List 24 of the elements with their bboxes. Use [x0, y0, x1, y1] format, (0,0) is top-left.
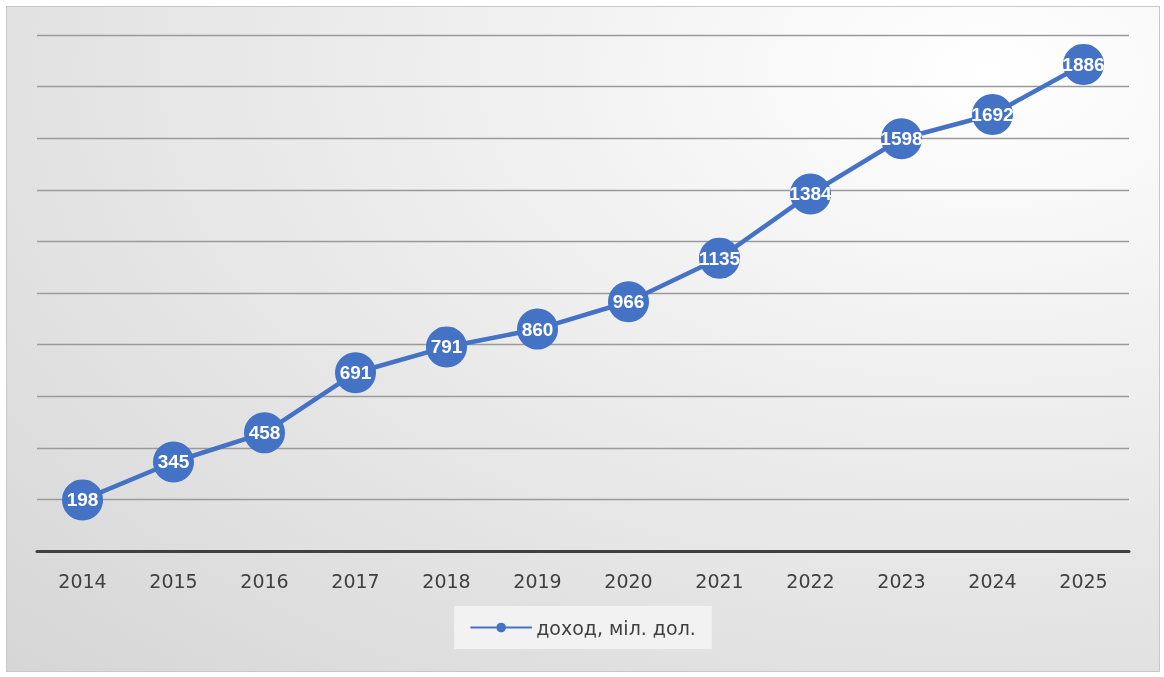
x-tick-label: 2024	[968, 569, 1017, 592]
data-label: 458	[248, 422, 281, 444]
x-tick-label: 2015	[149, 569, 198, 592]
data-label: 198	[66, 489, 99, 511]
data-label: 345	[157, 451, 190, 473]
x-tick-label: 2023	[877, 569, 926, 592]
x-tick-label: 2017	[331, 569, 380, 592]
x-tick-label: 2022	[786, 569, 835, 592]
x-tick-label: 2025	[1059, 569, 1108, 592]
x-tick-label: 2020	[604, 569, 653, 592]
data-label: 966	[612, 291, 645, 313]
x-tick-label: 2019	[513, 569, 562, 592]
data-label: 1135	[698, 247, 741, 269]
data-label: 1598	[880, 128, 923, 150]
data-label: 1886	[1062, 53, 1105, 75]
data-label: 691	[339, 362, 372, 384]
x-tick-label: 2018	[422, 569, 471, 592]
legend-label: доход, міл. дол.	[536, 616, 696, 639]
data-label: 791	[430, 336, 463, 358]
data-label: 1692	[971, 103, 1014, 125]
x-tick-label: 2016	[240, 569, 289, 592]
x-tick-label: 2021	[695, 569, 744, 592]
x-tick-label: 2014	[58, 569, 107, 592]
data-label: 860	[521, 318, 554, 340]
